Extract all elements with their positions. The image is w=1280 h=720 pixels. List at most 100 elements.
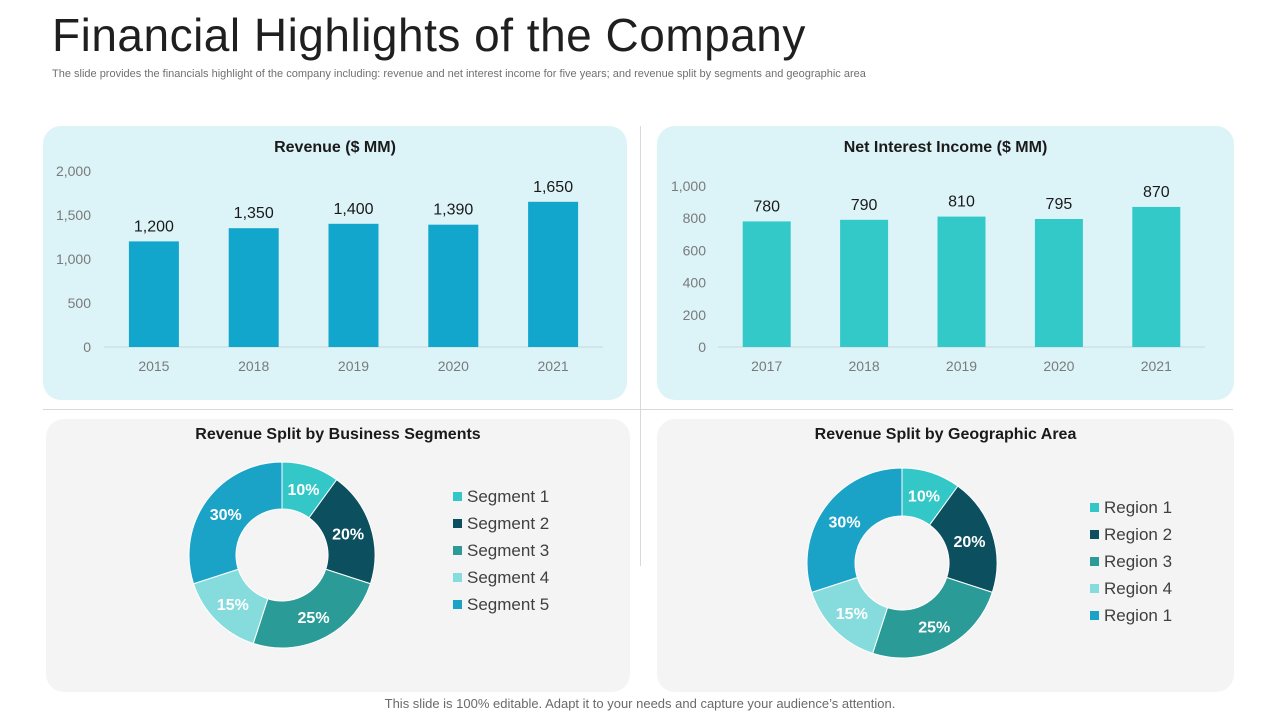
y-tick-label: 400 xyxy=(683,275,707,291)
y-tick-label: 0 xyxy=(83,339,91,355)
slice-value-label: 30% xyxy=(829,514,861,531)
legend-swatch xyxy=(453,519,462,528)
legend-swatch xyxy=(453,492,462,501)
legend-swatch xyxy=(453,546,462,555)
bar xyxy=(840,219,889,347)
legend-item: Segment 1 xyxy=(453,483,549,510)
legend-item: Region 3 xyxy=(1090,548,1172,575)
legend-swatch xyxy=(1090,557,1099,566)
bar-value-label: 810 xyxy=(948,194,975,211)
net-interest-income-bar-chart: 0 200 400 600 800 1,000 780 2017 790 2018 810 2019 7… xyxy=(671,178,1205,374)
bar xyxy=(742,221,791,347)
revenue-chart-title: Revenue ($ MM) xyxy=(274,139,396,156)
legend-label: Region 2 xyxy=(1104,524,1173,544)
bar xyxy=(937,216,986,347)
legend-label: Segment 2 xyxy=(467,513,550,533)
slice-value-label: 25% xyxy=(918,619,950,636)
y-tick-label: 200 xyxy=(683,307,707,323)
y-tick-label: 800 xyxy=(683,210,707,226)
slice-value-label: 25% xyxy=(298,610,330,627)
donut-slice xyxy=(806,467,903,593)
x-tick-label: 2015 xyxy=(138,358,169,374)
legend-label: Segment 5 xyxy=(467,594,550,614)
business-segments-donut-chart: 10% 20% 25% 15% 30% xyxy=(188,461,376,649)
y-tick-label: 1,000 xyxy=(56,251,91,267)
business-segments-panel: Revenue Split by Business Segments 10% 20… xyxy=(46,419,630,692)
legend-item: Region 2 xyxy=(1090,521,1172,548)
bar-value-label: 1,650 xyxy=(533,179,573,196)
revenue-panel: Revenue ($ MM) 0 500 1,000 1,500 2,000 1,200 2… xyxy=(43,126,627,400)
legend-swatch xyxy=(1090,503,1099,512)
y-tick-label: 500 xyxy=(68,295,92,311)
vertical-divider xyxy=(640,126,641,566)
legend-item: Segment 3 xyxy=(453,537,549,564)
page-title: Financial Highlights of the Company xyxy=(52,9,806,61)
bar xyxy=(228,228,279,347)
geographic-area-chart-title: Revenue Split by Geographic Area xyxy=(814,426,1077,443)
net-interest-income-panel: Net Interest Income ($ MM) 0 200 400 600 800… xyxy=(657,126,1234,400)
bar-value-label: 1,200 xyxy=(134,218,174,235)
x-tick-label: 2019 xyxy=(946,358,977,374)
legend-swatch xyxy=(1090,530,1099,539)
geographic-area-legend: Region 1 Region 2 Region 3 Region 4 Regi… xyxy=(1090,494,1172,629)
donut-slice xyxy=(188,461,283,585)
x-tick-label: 2021 xyxy=(1141,358,1172,374)
bar xyxy=(1034,219,1083,347)
x-tick-label: 2017 xyxy=(751,358,782,374)
bar xyxy=(428,224,479,347)
slice-value-label: 20% xyxy=(332,527,364,544)
legend-item: Segment 5 xyxy=(453,591,549,618)
revenue-bar-chart: 0 500 1,000 1,500 2,000 1,200 2015 1,350 2018 1,4… xyxy=(56,163,603,374)
bar xyxy=(1132,206,1181,347)
y-tick-label: 1,000 xyxy=(671,178,706,194)
business-segments-legend: Segment 1 Segment 2 Segment 3 Segment 4 … xyxy=(453,483,549,618)
legend-label: Segment 1 xyxy=(467,486,550,506)
y-tick-label: 1,500 xyxy=(56,207,91,223)
page-subtitle: The slide provides the financials highli… xyxy=(52,68,866,80)
footer-note: This slide is 100% editable. Adapt it to… xyxy=(384,696,896,711)
bar-value-label: 1,350 xyxy=(234,205,274,222)
x-tick-label: 2018 xyxy=(238,358,269,374)
geographic-area-panel: Revenue Split by Geographic Area 10% 20% 2… xyxy=(657,419,1234,692)
legend-label: Region 4 xyxy=(1104,578,1173,598)
business-segments-chart-title: Revenue Split by Business Segments xyxy=(195,426,481,443)
horizontal-divider xyxy=(43,409,1233,410)
slice-value-label: 30% xyxy=(210,507,242,524)
x-tick-label: 2021 xyxy=(538,358,569,374)
legend-item: Region 1 xyxy=(1090,494,1172,521)
net-interest-income-chart-title: Net Interest Income ($ MM) xyxy=(843,139,1048,156)
bar xyxy=(328,223,379,347)
y-tick-label: 0 xyxy=(698,339,706,355)
slice-value-label: 15% xyxy=(217,597,249,614)
legend-label: Region 1 xyxy=(1104,605,1173,625)
bar-value-label: 790 xyxy=(851,197,878,214)
slice-value-label: 20% xyxy=(954,534,986,551)
legend-item: Region 4 xyxy=(1090,575,1172,602)
bar-value-label: 795 xyxy=(1046,196,1073,213)
legend-item: Segment 4 xyxy=(453,564,549,591)
legend-label: Segment 4 xyxy=(467,567,550,587)
bar-value-label: 1,400 xyxy=(333,201,373,218)
donut-slice xyxy=(252,568,372,649)
bar-value-label: 870 xyxy=(1143,184,1170,201)
legend-item: Region 1 xyxy=(1090,602,1172,629)
legend-swatch xyxy=(453,600,462,609)
legend-swatch xyxy=(453,573,462,582)
slice-value-label: 10% xyxy=(908,488,940,505)
x-tick-label: 2020 xyxy=(438,358,469,374)
legend-label: Region 3 xyxy=(1104,551,1173,571)
legend-label: Segment 3 xyxy=(467,540,550,560)
slice-value-label: 10% xyxy=(287,482,319,499)
y-tick-label: 2,000 xyxy=(56,163,91,179)
x-tick-label: 2018 xyxy=(849,358,880,374)
bar xyxy=(128,241,179,347)
bar-value-label: 1,390 xyxy=(433,202,473,219)
slice-value-label: 15% xyxy=(836,606,868,623)
bar xyxy=(528,201,579,347)
legend-swatch xyxy=(1090,611,1099,620)
geographic-area-donut-chart: 10% 20% 25% 15% 30% xyxy=(806,467,998,659)
donut-slice xyxy=(872,576,993,659)
legend-swatch xyxy=(1090,584,1099,593)
legend-item: Segment 2 xyxy=(453,510,549,537)
x-tick-label: 2020 xyxy=(1043,358,1074,374)
